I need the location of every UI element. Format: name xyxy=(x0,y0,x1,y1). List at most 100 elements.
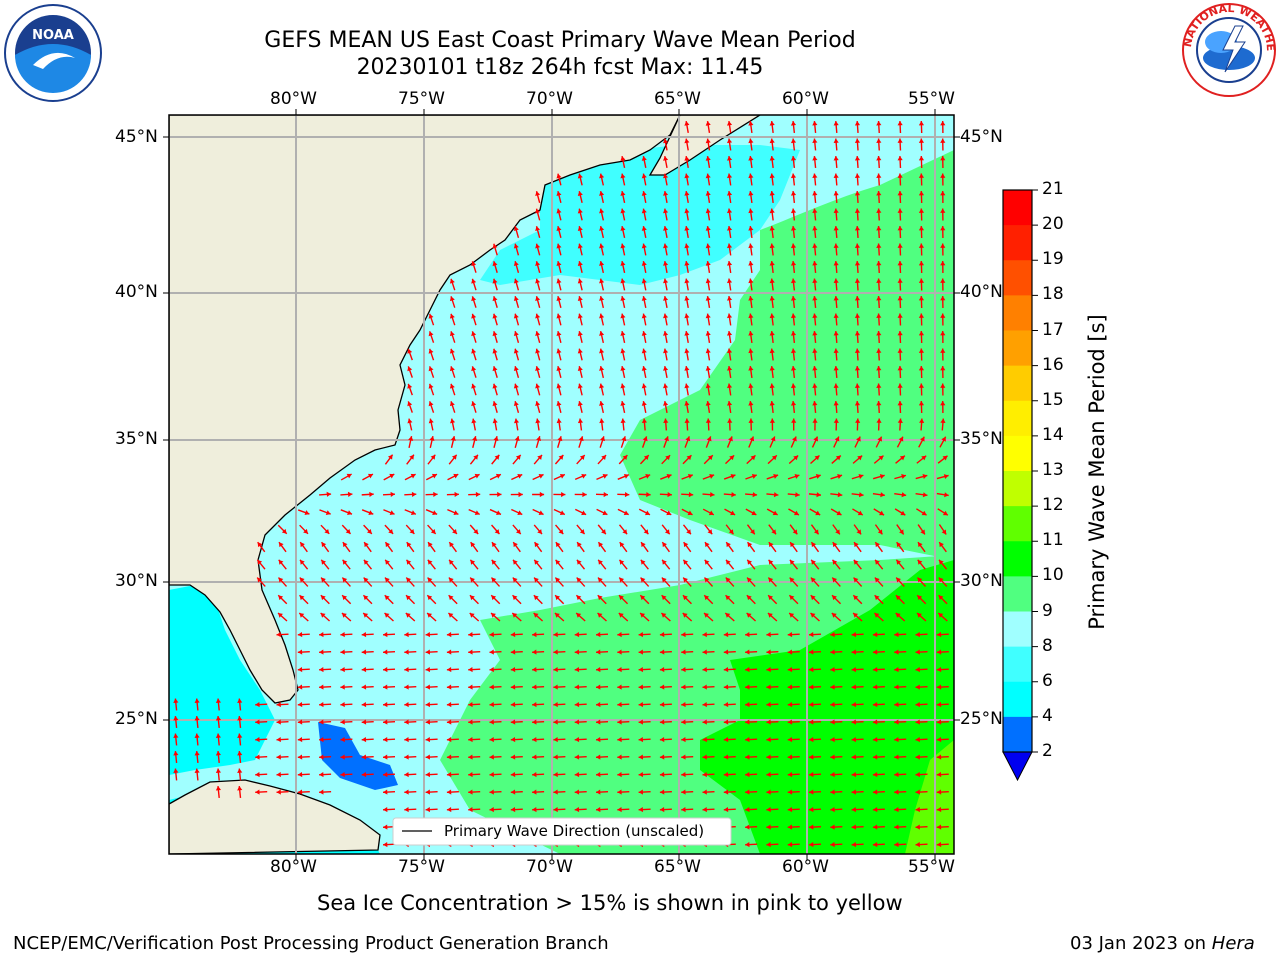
wave-direction-arrow xyxy=(257,541,266,553)
wave-direction-arrow xyxy=(769,260,775,274)
wave-direction-arrow xyxy=(812,383,818,396)
wave-direction-arrow xyxy=(299,524,309,535)
wave-direction-arrow xyxy=(599,225,605,239)
wave-direction-arrow xyxy=(766,789,779,795)
wave-direction-arrow xyxy=(725,541,734,553)
wave-direction-arrow xyxy=(620,313,626,326)
wave-direction-arrow xyxy=(426,612,437,622)
wave-direction-arrow xyxy=(597,541,607,553)
wave-direction-arrow xyxy=(726,155,733,169)
wave-direction-arrow xyxy=(255,737,268,743)
wave-direction-arrow xyxy=(746,577,756,587)
wave-direction-arrow xyxy=(663,400,669,414)
wave-direction-arrow xyxy=(894,702,907,708)
wave-direction-arrow xyxy=(404,789,417,795)
wave-direction-arrow xyxy=(510,772,523,778)
wave-direction-arrow xyxy=(449,401,456,413)
wave-direction-arrow xyxy=(874,541,884,553)
wave-direction-arrow xyxy=(320,577,330,587)
wave-direction-arrow xyxy=(277,612,288,622)
wave-direction-arrow xyxy=(726,208,733,221)
colorbar-segment xyxy=(1003,611,1032,648)
wave-direction-arrow xyxy=(489,491,502,498)
wave-direction-arrow xyxy=(513,348,520,361)
wave-direction-arrow xyxy=(469,559,479,570)
wave-direction-arrow xyxy=(894,807,907,813)
wave-direction-arrow xyxy=(638,789,651,795)
wave-direction-arrow xyxy=(854,208,861,221)
wave-direction-arrow xyxy=(876,243,882,256)
wave-direction-arrow xyxy=(663,295,669,309)
wave-direction-arrow xyxy=(533,541,543,553)
wave-direction-arrow xyxy=(851,632,864,638)
wave-direction-arrow xyxy=(726,383,733,396)
wave-direction-arrow xyxy=(535,278,541,291)
wave-direction-arrow xyxy=(215,715,221,729)
wave-direction-arrow xyxy=(769,155,775,169)
wave-direction-arrow xyxy=(681,807,694,813)
wave-direction-arrow xyxy=(854,383,861,396)
wave-direction-arrow xyxy=(663,278,669,291)
wave-direction-arrow xyxy=(812,365,818,379)
wave-direction-arrow xyxy=(406,541,415,553)
wave-direction-arrow xyxy=(471,313,477,326)
wave-direction-arrow xyxy=(194,768,200,781)
wave-direction-arrow xyxy=(894,474,907,480)
wave-direction-arrow xyxy=(897,295,903,309)
wave-direction-arrow xyxy=(556,313,562,326)
wave-direction-arrow xyxy=(513,261,520,273)
wave-direction-arrow xyxy=(382,719,396,725)
wave-direction-arrow xyxy=(425,491,438,498)
wave-direction-arrow xyxy=(769,173,775,186)
wave-direction-arrow xyxy=(428,348,435,361)
wave-direction-arrow xyxy=(489,684,502,690)
wave-direction-arrow xyxy=(173,733,179,746)
wave-direction-arrow xyxy=(577,383,583,396)
lon-label-bottom-75w: 75°W xyxy=(398,857,445,877)
wave-direction-arrow xyxy=(553,807,566,813)
lon-label-top-60w: 60°W xyxy=(782,89,829,109)
wave-direction-arrow xyxy=(936,789,949,795)
wave-direction-arrow xyxy=(659,807,672,813)
lon-label-bottom-60w: 60°W xyxy=(782,857,829,877)
wave-direction-arrow xyxy=(790,436,797,448)
wave-direction-arrow xyxy=(448,454,458,465)
wave-direction-arrow xyxy=(276,737,289,743)
wave-direction-arrow xyxy=(446,667,459,673)
wave-direction-arrow xyxy=(491,454,500,465)
wave-direction-arrow xyxy=(812,313,818,326)
noaa-logo: NOAA xyxy=(4,4,102,102)
wave-direction-arrow xyxy=(513,331,520,343)
map-gridlines xyxy=(169,115,954,854)
wave-direction-arrow xyxy=(447,612,458,622)
wave-direction-arrow xyxy=(812,155,818,169)
wave-direction-arrow xyxy=(812,243,818,256)
wave-direction-arrow xyxy=(876,260,882,274)
wave-direction-arrow xyxy=(553,473,566,481)
wave-direction-arrow xyxy=(492,331,498,343)
wave-direction-arrow xyxy=(276,772,289,778)
wave-direction-arrow xyxy=(918,260,925,274)
wave-direction-arrow xyxy=(787,772,800,778)
wave-direction-arrow xyxy=(319,772,332,778)
wave-direction-arrow xyxy=(830,492,843,498)
wave-direction-arrow xyxy=(469,454,479,465)
wave-direction-arrow xyxy=(471,261,477,273)
wave-direction-arrow xyxy=(513,296,520,308)
wave-direction-arrow xyxy=(492,348,498,361)
wave-direction-arrow xyxy=(746,594,756,605)
wave-direction-arrow xyxy=(617,632,630,638)
wave-direction-arrow xyxy=(640,524,649,535)
colorbar-segment xyxy=(1003,190,1032,226)
wave-direction-arrow xyxy=(491,541,500,553)
wave-direction-arrow xyxy=(471,366,477,378)
wave-direction-arrow xyxy=(299,541,308,553)
wave-direction-arrow xyxy=(532,473,544,481)
wave-direction-arrow xyxy=(574,737,587,743)
lon-label-top-75w: 75°W xyxy=(398,89,445,109)
wave-direction-arrow xyxy=(361,684,374,690)
wave-direction-arrow xyxy=(789,524,798,535)
wave-direction-arrow xyxy=(703,454,714,465)
wave-direction-arrow xyxy=(577,226,583,238)
wave-direction-arrow xyxy=(830,667,843,673)
